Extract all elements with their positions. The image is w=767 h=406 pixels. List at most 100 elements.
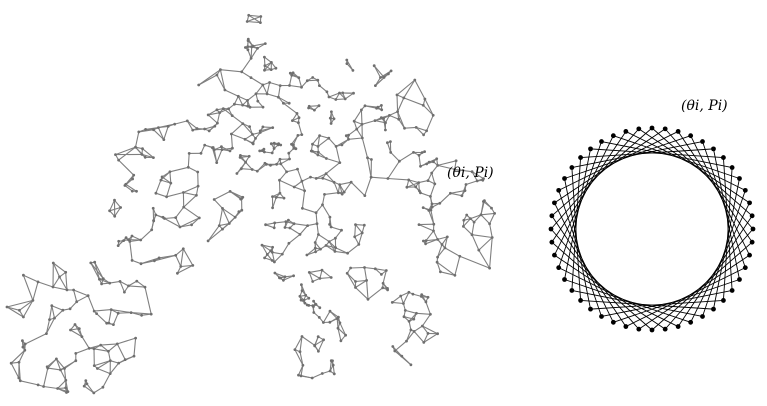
grid-node bbox=[265, 92, 269, 96]
grid-edge bbox=[288, 75, 293, 86]
grid-node bbox=[66, 390, 70, 393]
grid-edge bbox=[180, 248, 184, 267]
grid-edge bbox=[392, 346, 403, 357]
grid-node bbox=[405, 339, 408, 343]
grid-node bbox=[153, 259, 156, 263]
grid-edge bbox=[213, 199, 223, 209]
grid-node bbox=[68, 307, 72, 311]
grid-edge bbox=[241, 57, 252, 73]
grid-node bbox=[432, 229, 435, 233]
grid-node bbox=[186, 165, 190, 169]
grid-edge bbox=[241, 71, 252, 79]
grid-node bbox=[338, 161, 342, 165]
grid-edge bbox=[462, 218, 471, 227]
ring-edge bbox=[713, 148, 740, 280]
grid-node bbox=[312, 311, 316, 314]
grid-node bbox=[135, 279, 139, 283]
grid-node bbox=[490, 236, 494, 239]
grid-node bbox=[288, 84, 291, 87]
grid-edge bbox=[325, 244, 336, 249]
grid-node bbox=[143, 155, 147, 159]
grid-edge bbox=[175, 248, 184, 256]
grid-edge bbox=[233, 96, 239, 105]
grid-node bbox=[241, 103, 245, 107]
ring-node bbox=[588, 306, 593, 312]
grid-edge bbox=[52, 262, 67, 273]
ring-edge bbox=[590, 299, 724, 310]
grid-edge bbox=[261, 244, 272, 252]
grid-node bbox=[386, 141, 389, 145]
grid-node bbox=[355, 127, 359, 131]
ring-edge bbox=[564, 279, 691, 323]
grid-edge bbox=[187, 153, 190, 168]
grid-edge bbox=[274, 272, 286, 278]
grid-edge bbox=[279, 171, 288, 181]
ring-node bbox=[711, 146, 716, 152]
grid-edge bbox=[286, 168, 298, 173]
grid-node bbox=[239, 167, 243, 171]
grid-node bbox=[424, 239, 428, 243]
grid-node bbox=[463, 189, 467, 193]
grid-node bbox=[475, 179, 479, 183]
grid-node bbox=[131, 177, 135, 181]
grid-node bbox=[263, 55, 266, 59]
grid-node bbox=[366, 297, 370, 301]
grid-node bbox=[240, 208, 244, 212]
grid-node bbox=[271, 206, 274, 210]
grid-edge bbox=[297, 122, 303, 135]
grid-edge bbox=[166, 191, 184, 198]
grid-edge bbox=[280, 163, 288, 173]
grid-node bbox=[23, 342, 27, 346]
grid-node bbox=[328, 215, 332, 219]
grid-edge bbox=[328, 241, 336, 252]
grid-node bbox=[45, 332, 48, 335]
grid-node bbox=[436, 332, 439, 336]
ring-node bbox=[578, 298, 583, 303]
ring-node bbox=[549, 239, 555, 245]
grid-node bbox=[98, 277, 101, 281]
grid-node bbox=[431, 113, 435, 117]
grid-edge bbox=[136, 280, 146, 288]
grid-edge bbox=[339, 322, 347, 336]
grid-edge bbox=[431, 172, 436, 185]
grid-node bbox=[454, 159, 458, 163]
grid-nodes bbox=[5, 13, 496, 395]
grid-node bbox=[270, 61, 273, 64]
grid-edge bbox=[234, 209, 243, 218]
grid-edge bbox=[169, 166, 189, 173]
grid-node bbox=[108, 359, 112, 363]
grid-node bbox=[338, 183, 342, 187]
grid-node bbox=[108, 209, 111, 213]
grid-node bbox=[318, 84, 321, 87]
grid-edge bbox=[20, 380, 39, 386]
ring-edges bbox=[550, 127, 754, 331]
ring-edge bbox=[625, 267, 746, 327]
grid-edge bbox=[431, 202, 441, 208]
grid-edge bbox=[314, 242, 321, 250]
grid-edge bbox=[57, 379, 67, 389]
grid-edge bbox=[315, 173, 327, 179]
grid-edge bbox=[247, 20, 261, 24]
grid-node bbox=[322, 321, 325, 324]
grid-edge bbox=[93, 348, 109, 352]
grid-node bbox=[196, 170, 200, 174]
grid-node bbox=[328, 320, 332, 324]
grid-node bbox=[300, 283, 303, 287]
grid-edge bbox=[339, 181, 352, 186]
grid-edge bbox=[76, 295, 89, 303]
grid-node bbox=[112, 323, 115, 326]
grid-node bbox=[279, 143, 283, 147]
grid-edge bbox=[360, 109, 363, 125]
grid-edge bbox=[86, 383, 95, 394]
grid-edge bbox=[427, 172, 433, 181]
grid-edge bbox=[81, 336, 90, 349]
grid-node bbox=[299, 374, 303, 378]
grid-edge bbox=[274, 221, 286, 224]
grid-edge bbox=[125, 183, 137, 192]
grid-edge bbox=[361, 120, 376, 125]
grid-edge bbox=[437, 236, 448, 240]
grid-node bbox=[254, 92, 258, 96]
grid-node bbox=[272, 226, 276, 230]
grid-node bbox=[423, 150, 426, 154]
grid-edge bbox=[279, 179, 295, 188]
